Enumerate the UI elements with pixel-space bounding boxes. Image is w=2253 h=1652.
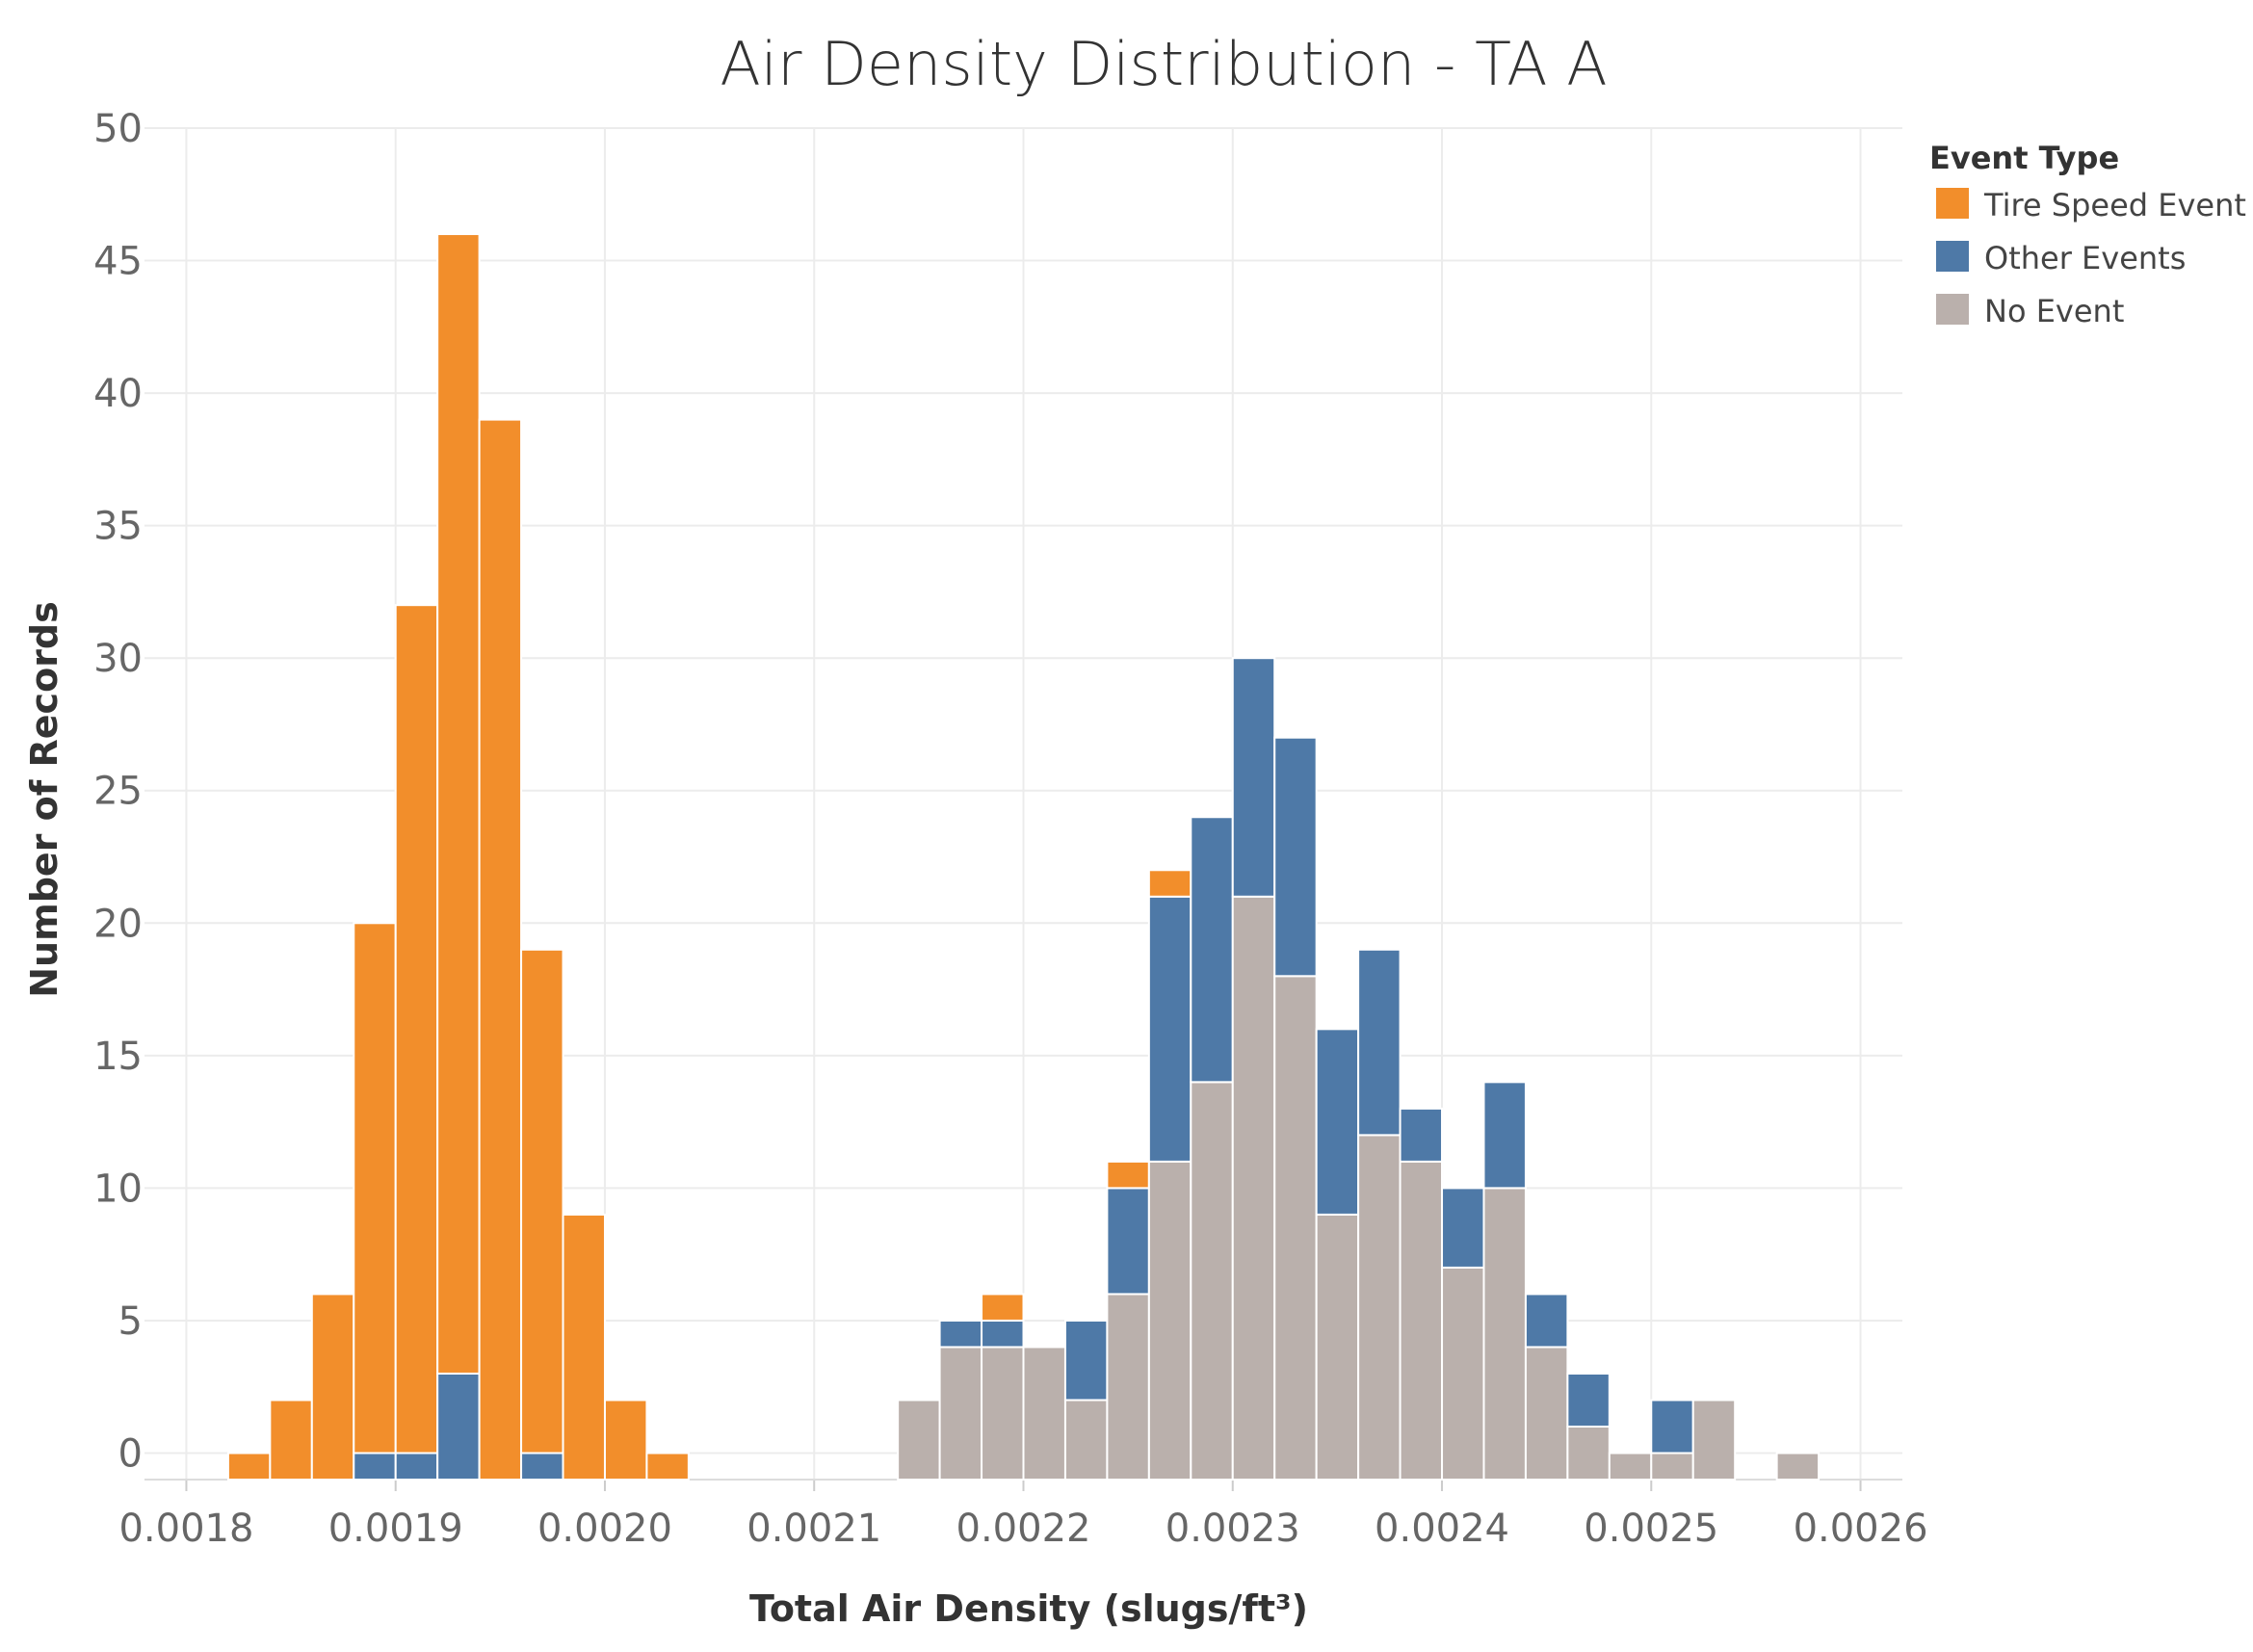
bar-tire-speed-event xyxy=(269,1399,313,1481)
bar-other-events xyxy=(1566,1372,1611,1428)
bar-other-events xyxy=(1357,948,1402,1137)
bar-no-event xyxy=(938,1346,983,1481)
bar-no-event xyxy=(1566,1425,1611,1481)
y-tick-label: 45 xyxy=(93,240,143,284)
bar-no-event xyxy=(897,1399,941,1481)
bar-no-event xyxy=(1106,1293,1150,1482)
bar-other-events xyxy=(520,1452,564,1482)
bar-other-events xyxy=(1063,1319,1109,1402)
y-tick-label: 20 xyxy=(93,902,143,946)
legend: Event Type Tire Speed Event Other Events… xyxy=(1929,140,2246,329)
bar-tire-speed-event xyxy=(562,1213,606,1482)
y-tick-label: 10 xyxy=(93,1167,143,1211)
bar-tire-speed-event xyxy=(394,604,439,1455)
bar-no-event xyxy=(1691,1399,1737,1481)
bar-other-events xyxy=(938,1319,983,1349)
legend-item-no-event: No Event xyxy=(1936,293,2124,329)
bar-other-events xyxy=(1524,1293,1569,1349)
x-tick-label: 0.0023 xyxy=(1166,1507,1300,1551)
legend-label-tire-speed-event: Tire Speed Event xyxy=(1983,187,2246,223)
bar-tire-speed-event xyxy=(1147,869,1192,898)
bar-no-event xyxy=(981,1346,1025,1481)
x-tick-label: 0.0024 xyxy=(1375,1507,1509,1551)
y-tick-label: 0 xyxy=(118,1431,143,1476)
bar-no-event xyxy=(1775,1452,1821,1482)
bar-no-event xyxy=(1190,1081,1234,1481)
bar-other-events xyxy=(1482,1081,1527,1190)
bar-other-events xyxy=(1106,1187,1150,1296)
bar-no-event xyxy=(1147,1160,1192,1481)
histogram-bars xyxy=(226,233,1821,1482)
y-tick-label: 40 xyxy=(93,372,143,416)
bar-tire-speed-event xyxy=(353,922,397,1455)
bar-no-event xyxy=(1063,1399,1109,1481)
bar-no-event xyxy=(1315,1213,1360,1482)
bar-other-events xyxy=(1441,1187,1485,1269)
x-tick-label: 0.0019 xyxy=(328,1507,463,1551)
chart-title: Air Density Distribution - TA A xyxy=(720,29,1607,99)
axis-ticks: 0 5 10 15 20 25 30 35 40 45 50 0.0018 0.0019 0.0020 0.… xyxy=(93,107,1927,1551)
bar-other-events xyxy=(1147,895,1192,1163)
bar-tire-speed-event xyxy=(645,1452,690,1482)
bar-other-events xyxy=(1399,1107,1444,1163)
bar-tire-speed-event xyxy=(603,1399,648,1481)
bar-no-event xyxy=(1399,1160,1444,1481)
bar-other-events xyxy=(981,1319,1025,1349)
y-tick-label: 35 xyxy=(93,505,143,549)
x-tick-label: 0.0026 xyxy=(1794,1507,1928,1551)
y-tick-label: 30 xyxy=(93,637,143,681)
y-tick-label: 15 xyxy=(93,1035,143,1079)
x-tick-label: 0.0022 xyxy=(956,1507,1091,1551)
bar-other-events xyxy=(1273,736,1318,978)
bar-no-event xyxy=(1357,1134,1402,1481)
bar-other-events xyxy=(1231,657,1276,898)
bar-other-events xyxy=(436,1372,481,1482)
legend-title: Event Type xyxy=(1929,140,2119,176)
y-tick-label: 5 xyxy=(118,1299,143,1344)
legend-swatch-other-events xyxy=(1936,241,1969,272)
bar-no-event xyxy=(1608,1452,1653,1482)
bar-other-events xyxy=(1190,816,1234,1084)
bar-no-event xyxy=(1441,1266,1485,1481)
legend-item-other-events: Other Events xyxy=(1936,240,2186,276)
bar-tire-speed-event xyxy=(436,233,481,1375)
legend-swatch-no-event xyxy=(1936,294,1969,325)
legend-label-no-event: No Event xyxy=(1984,293,2124,329)
bar-tire-speed-event xyxy=(1106,1160,1150,1190)
x-tick-label: 0.0021 xyxy=(747,1507,881,1551)
x-axis-label: Total Air Density (slugs/ft³) xyxy=(749,1587,1308,1630)
bar-other-events xyxy=(1315,1028,1360,1216)
bar-no-event xyxy=(1273,975,1318,1481)
x-tick-label: 0.0018 xyxy=(118,1507,253,1551)
bar-tire-speed-event xyxy=(310,1293,355,1482)
bar-other-events xyxy=(394,1452,439,1482)
bar-no-event xyxy=(1482,1187,1527,1482)
bar-no-event xyxy=(1650,1452,1694,1482)
bar-no-event xyxy=(1022,1346,1066,1481)
bar-tire-speed-event xyxy=(478,418,523,1482)
bar-no-event xyxy=(1524,1346,1569,1481)
legend-label-other-events: Other Events xyxy=(1984,240,2186,276)
y-tick-label: 25 xyxy=(93,770,143,814)
y-axis-label: Number of Records xyxy=(23,601,65,998)
bar-tire-speed-event xyxy=(520,948,564,1455)
legend-swatch-tire-speed-event xyxy=(1936,188,1969,219)
bar-tire-speed-event xyxy=(981,1293,1025,1322)
x-tick-label: 0.0020 xyxy=(537,1507,672,1551)
y-tick-label: 50 xyxy=(93,107,143,151)
bar-other-events xyxy=(353,1452,397,1482)
bar-no-event xyxy=(1231,895,1276,1481)
bar-tire-speed-event xyxy=(226,1452,272,1482)
x-tick-label: 0.0025 xyxy=(1584,1507,1718,1551)
bar-other-events xyxy=(1650,1399,1694,1455)
legend-item-tire-speed-event: Tire Speed Event xyxy=(1936,187,2246,223)
